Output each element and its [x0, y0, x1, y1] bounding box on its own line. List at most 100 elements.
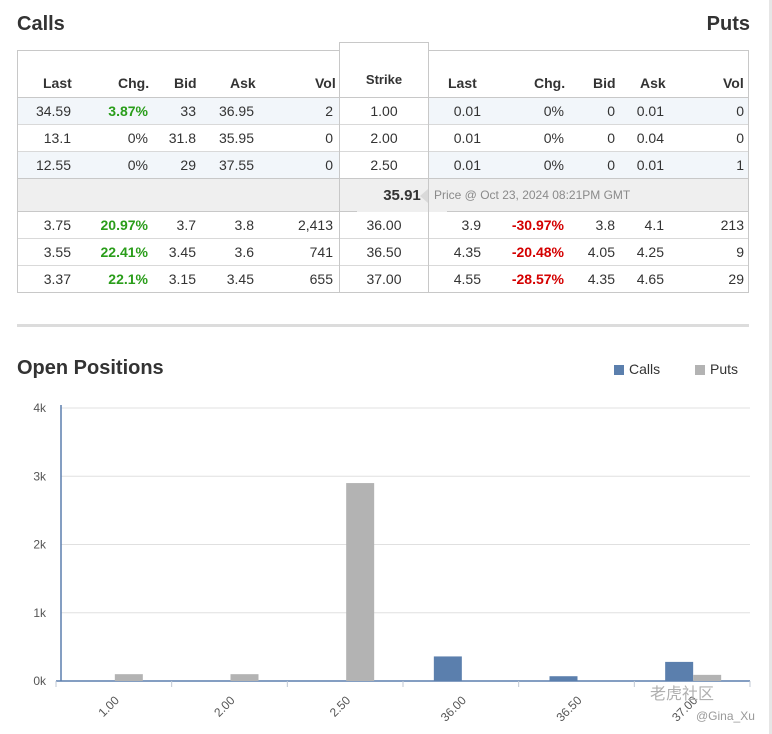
puts-bid: 3.8: [595, 217, 615, 233]
col-calls-bid: Bid: [174, 75, 197, 91]
calls-vol: 741: [309, 244, 333, 260]
puts-vol: 29: [728, 271, 744, 287]
calls-chg: 20.97%: [100, 217, 148, 233]
x-tick-label: 36.00: [438, 693, 469, 724]
calls-last: 3.55: [43, 244, 71, 260]
underlying-price: 35.91: [357, 179, 447, 212]
x-tick-label: 36.50: [553, 693, 584, 724]
y-tick-label: 3k: [33, 469, 47, 483]
puts-last: 4.55: [453, 271, 481, 287]
strike-value: 2.00: [370, 130, 398, 146]
table-row[interactable]: 34.59 3.87% 33 36.95 2 1.00 0.01 0% 0 0.…: [18, 98, 748, 125]
puts-chg: 0%: [543, 130, 564, 146]
y-tick-label: 1k: [33, 606, 47, 620]
col-puts-chg: Chg.: [534, 75, 566, 91]
watermark-handle: @Gina_Xu: [696, 709, 755, 723]
x-tick-label: 1.00: [96, 693, 123, 720]
col-calls-last: Last: [43, 75, 72, 91]
puts-ask: 0.01: [636, 157, 664, 173]
puts-ask: 4.1: [644, 217, 664, 233]
puts-last: 0.01: [453, 157, 481, 173]
col-strike: Strike: [365, 72, 403, 87]
calls-chg: 22.41%: [100, 244, 148, 260]
strike-left-divider: [339, 98, 340, 293]
calls-swatch-icon: [614, 365, 624, 375]
calls-chg: 0%: [127, 157, 148, 173]
price-pointer-icon: [420, 189, 428, 203]
puts-ask: 0.04: [636, 130, 664, 146]
calls-vol: 0: [325, 130, 333, 146]
puts-ask: 0.01: [636, 103, 664, 119]
puts-bid: 0: [607, 103, 615, 119]
puts-chg: -30.97%: [511, 217, 564, 233]
puts-heading: Puts: [706, 13, 750, 35]
strike-column-header-tab: [339, 42, 429, 98]
calls-last: 34.59: [35, 103, 71, 119]
x-tick-label: 2.00: [211, 693, 238, 720]
puts-vol: 1: [736, 157, 744, 173]
calls-vol: 0: [325, 157, 333, 173]
puts-vol: 213: [720, 217, 744, 233]
legend-item-calls[interactable]: Calls: [614, 361, 660, 377]
puts-last: 0.01: [453, 130, 481, 146]
calls-vol: 655: [309, 271, 333, 287]
puts-bid: 0: [607, 130, 615, 146]
bar-puts: [693, 674, 722, 681]
legend-item-puts[interactable]: Puts: [695, 361, 738, 377]
underlying-price-row: 35.91 Price @ Oct 23, 2024 08:21PM GMT: [18, 178, 748, 212]
calls-chg: 0%: [127, 130, 148, 146]
table-row[interactable]: 13.1 0% 31.8 35.95 0 2.00 0.01 0% 0 0.04…: [18, 125, 748, 152]
calls-ask: 37.55: [218, 157, 254, 173]
puts-last: 3.9: [461, 217, 481, 233]
y-tick-label: 2k: [33, 538, 47, 552]
calls-ask: 3.6: [234, 244, 254, 260]
col-puts-ask: Ask: [640, 75, 666, 91]
y-tick-label: 0k: [33, 674, 47, 688]
calls-last: 3.37: [43, 271, 71, 287]
strike-value: 36.00: [366, 217, 402, 233]
strike-right-divider: [428, 98, 429, 293]
table-row[interactable]: 3.37 22.1% 3.15 3.45 655 37.00 4.55 -28.…: [18, 266, 748, 293]
bar-calls: [433, 656, 462, 681]
chart-title: Open Positions: [17, 357, 164, 379]
puts-last: 4.35: [453, 244, 481, 260]
puts-chg: 0%: [543, 157, 564, 173]
calls-bid: 29: [180, 157, 196, 173]
calls-bid: 33: [180, 103, 196, 119]
col-calls-chg: Chg.: [118, 75, 150, 91]
col-puts-last: Last: [448, 75, 477, 91]
calls-bid: 3.15: [168, 271, 196, 287]
col-calls-ask: Ask: [230, 75, 256, 91]
bar-calls: [549, 676, 578, 681]
calls-last: 13.1: [43, 130, 71, 146]
calls-bid: 3.45: [168, 244, 196, 260]
strike-value: 36.50: [366, 244, 402, 260]
scrollbar-strip[interactable]: [769, 0, 772, 734]
x-tick-label: 2.50: [327, 693, 354, 720]
table-row[interactable]: 12.55 0% 29 37.55 0 2.50 0.01 0% 0 0.01 …: [18, 152, 748, 179]
puts-chg: -20.48%: [511, 244, 564, 260]
col-puts-vol: Vol: [723, 75, 744, 91]
calls-vol: 2: [325, 103, 333, 119]
puts-chg: -28.57%: [511, 271, 564, 287]
calls-chg: 3.87%: [108, 103, 148, 119]
calls-ask: 3.45: [226, 271, 254, 287]
calls-bid: 3.7: [176, 217, 196, 233]
puts-vol: 0: [736, 130, 744, 146]
y-tick-label: 4k: [33, 401, 47, 415]
calls-vol: 2,413: [297, 217, 333, 233]
calls-last: 12.55: [35, 157, 71, 173]
price-timestamp: Price @ Oct 23, 2024 08:21PM GMT: [434, 188, 631, 202]
legend-calls-label: Calls: [629, 361, 661, 377]
puts-last: 0.01: [453, 103, 481, 119]
puts-bid: 0: [607, 157, 615, 173]
puts-vol: 9: [736, 244, 744, 260]
col-puts-bid: Bid: [593, 75, 616, 91]
watermark-text: 老虎社区: [650, 686, 715, 703]
bar-puts: [230, 674, 259, 681]
table-row[interactable]: 3.75 20.97% 3.7 3.8 2,413 36.00 3.9 -30.…: [18, 212, 748, 239]
strike-value: 1.00: [370, 103, 398, 119]
table-row[interactable]: 3.55 22.41% 3.45 3.6 741 36.50 4.35 -20.…: [18, 239, 748, 266]
legend-puts-label: Puts: [710, 361, 739, 377]
